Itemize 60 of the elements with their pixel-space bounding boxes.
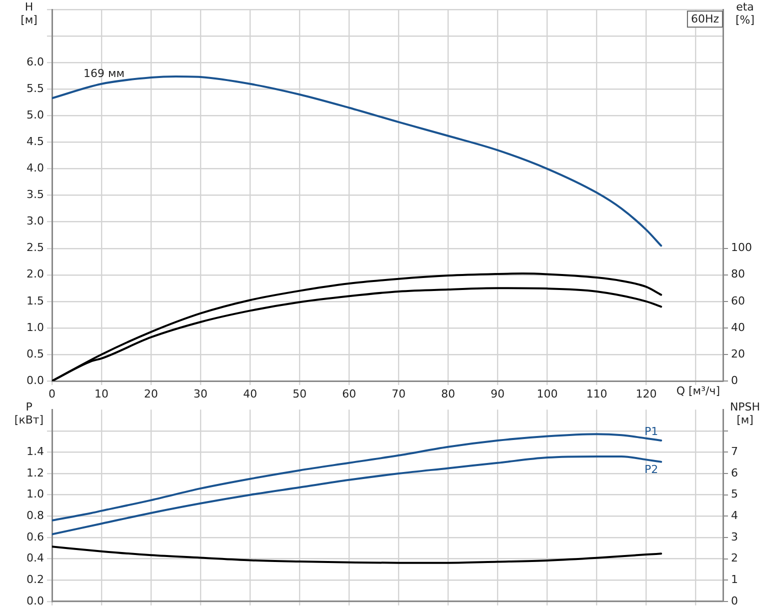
- y-tick-label: 0.6: [26, 530, 44, 544]
- x-tick-label: 110: [586, 387, 608, 400]
- y-axis-title: P [кВт]: [14, 400, 44, 426]
- y2-axis-title: eta [%]: [735, 0, 755, 26]
- x-tick-label: 90: [490, 387, 505, 400]
- x-tick-label: 20: [144, 387, 158, 400]
- y-tick-label: 5.5: [26, 82, 44, 96]
- y-tick-label: 3.0: [26, 214, 44, 228]
- y-tick-label: 0.0: [26, 594, 44, 608]
- series-label: P2: [644, 463, 658, 476]
- x-tick-label: 70: [392, 387, 406, 400]
- y2-tick-label: 60: [731, 294, 745, 308]
- y-tick-label: 1.4: [26, 445, 44, 458]
- y2-tick-label: 5: [731, 488, 738, 501]
- x-tick-label: 120: [636, 387, 657, 400]
- x-tick-label: 100: [536, 387, 558, 400]
- y2-tick-label: 20: [731, 347, 745, 360]
- y-tick-label: 2.0: [26, 268, 44, 281]
- y2-tick-label: 1: [731, 572, 738, 586]
- y-tick-label: 0.2: [26, 572, 44, 586]
- y-tick-label: 1.2: [26, 466, 44, 480]
- y-tick-label: 4.0: [26, 162, 44, 175]
- y2-tick-label: 3: [731, 530, 738, 544]
- line-series: [52, 433, 662, 522]
- x-tick-label: 40: [243, 387, 258, 400]
- x-tick-label: 50: [292, 387, 307, 400]
- x-axis-title: Q [м³/ч]: [676, 384, 720, 398]
- y2-tick-label: 40: [731, 320, 745, 334]
- y2-tick-label: 80: [731, 268, 745, 281]
- x-tick-label: 80: [441, 387, 456, 400]
- x-tick-label: 10: [94, 387, 109, 400]
- y-axis-title: H [м]: [20, 0, 38, 26]
- y2-tick-label: 7: [731, 445, 738, 458]
- x-tick-label: 60: [342, 387, 356, 400]
- line-series: [52, 455, 662, 536]
- chart-title: 60Hz: [690, 12, 720, 26]
- y-tick-label: 2.5: [26, 241, 44, 254]
- y2-tick-label: 100: [731, 241, 752, 254]
- y-tick-label: 0.0: [26, 374, 44, 387]
- y-tick-label: 5.0: [26, 108, 44, 122]
- y-tick-label: 6.0: [26, 56, 44, 69]
- y-tick-label: 1.0: [26, 488, 44, 501]
- y-tick-label: 1.0: [26, 320, 44, 334]
- y2-tick-label: 4: [731, 509, 738, 522]
- y-tick-label: 4.5: [26, 135, 44, 148]
- y2-axis-title: NPSH [м]: [730, 400, 760, 426]
- x-tick-label: 30: [194, 387, 208, 400]
- x-tick-label: 0: [48, 387, 56, 400]
- y2-tick-label: 0: [731, 374, 738, 387]
- y-tick-label: 3.5: [26, 188, 44, 202]
- series-label: P1: [644, 424, 658, 438]
- annotation: 169 мм: [83, 67, 125, 80]
- y-tick-label: 0.5: [26, 347, 44, 360]
- y2-tick-label: 0: [731, 594, 738, 608]
- y2-tick-label: 6: [731, 466, 738, 480]
- line-series: [52, 546, 662, 564]
- y-tick-label: 0.4: [26, 552, 44, 565]
- y-tick-label: 0.8: [26, 509, 44, 522]
- y2-tick-label: 2: [731, 552, 738, 565]
- y-tick-label: 1.5: [26, 294, 44, 308]
